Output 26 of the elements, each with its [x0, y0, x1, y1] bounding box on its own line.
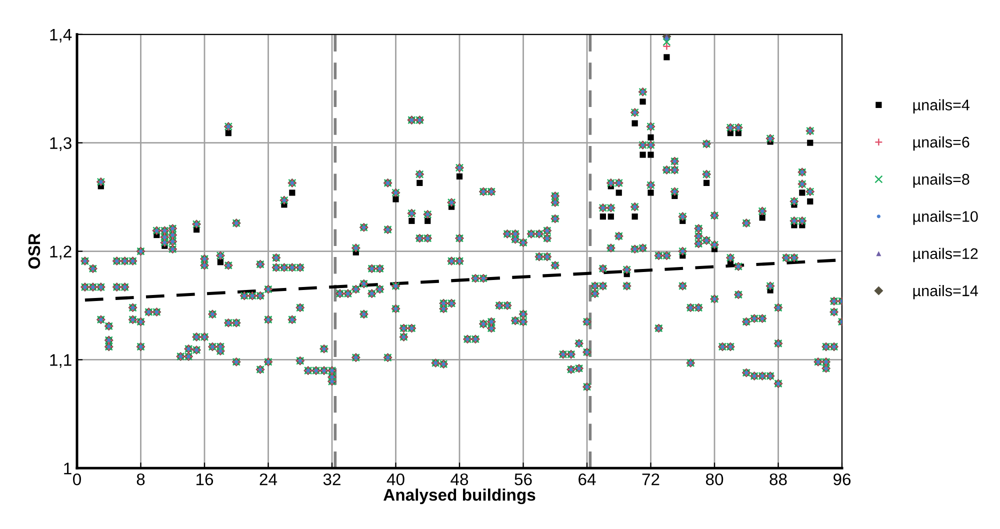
x-tick-label: 56	[514, 473, 532, 486]
x-axis-title: Analysed buildings	[384, 488, 536, 504]
x-tick-label: 96	[834, 473, 851, 486]
legend-label: µnails=6	[913, 136, 970, 151]
x-tick-label: 72	[642, 473, 660, 486]
y-tick-label: 1	[64, 462, 72, 474]
x-tick-label: 88	[770, 473, 787, 486]
x-tick-label: 64	[578, 473, 596, 486]
x-tick-label: 40	[386, 473, 404, 486]
x-tick-label: 8	[136, 473, 145, 486]
y-tick-label: 1,4	[50, 28, 72, 43]
x-tick-label: 80	[706, 473, 724, 486]
legend-label: µnails=4	[913, 99, 970, 114]
legend-label: µnails=14	[913, 284, 978, 300]
y-axis-title: OSR	[28, 234, 40, 269]
legend-label: µnails=8	[913, 174, 970, 188]
y-tick-label: 1,1	[50, 354, 72, 368]
y-tick-label: 1,3	[50, 137, 72, 151]
legend-label: µnails=12	[913, 248, 978, 262]
x-tick-label: 32	[323, 473, 340, 486]
x-tick-label: 48	[450, 473, 468, 486]
x-tick-label: 16	[196, 473, 214, 486]
x-tick-label: 24	[260, 473, 278, 486]
y-tick-label: 1,2	[50, 246, 72, 260]
legend-label: µnails=10	[913, 210, 978, 225]
x-tick-label: 0	[73, 473, 81, 486]
